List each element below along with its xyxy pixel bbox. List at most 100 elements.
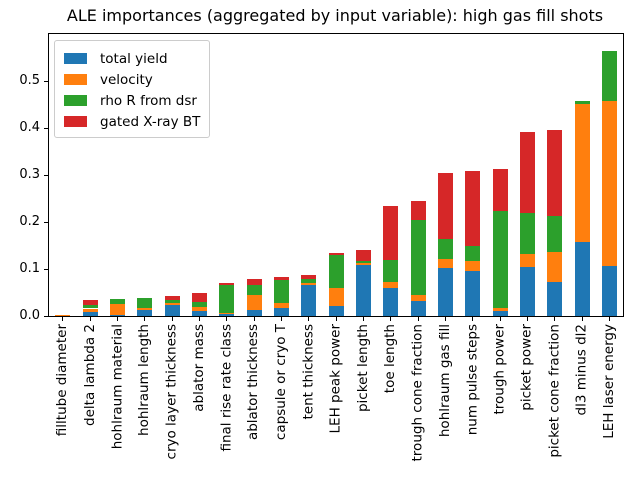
y-tick-mark: [44, 315, 48, 317]
bar-segment-rho-r-from-dsr: [164, 299, 180, 303]
bar-segment-total-yield: [82, 312, 98, 316]
bar-segment-gated-x-ray-bt: [383, 206, 399, 261]
bar-segment-total-yield: [137, 309, 153, 316]
x-tick-label: hohlraum material: [108, 324, 125, 450]
bar-segment-velocity: [574, 103, 590, 243]
bar-segment-total-yield: [246, 310, 262, 316]
bar-segment-velocity: [246, 295, 262, 311]
bar-segment-total-yield: [301, 284, 317, 316]
chart-title: ALE importances (aggregated by input var…: [66, 6, 604, 25]
x-tick-label: ablator thickness: [245, 324, 262, 441]
bar-segment-rho-r-from-dsr: [301, 279, 317, 283]
x-tick-mark: [362, 317, 364, 321]
bar-segment-rho-r-from-dsr: [273, 280, 289, 304]
bar-segment-total-yield: [219, 314, 235, 316]
legend-item: total yield: [64, 48, 200, 69]
bar-segment-total-yield: [191, 311, 207, 316]
bar-segment-gated-x-ray-bt: [410, 200, 426, 220]
bar-segment-velocity: [410, 295, 426, 301]
y-tick-label: 0.3: [19, 167, 40, 182]
bar-segment-total-yield: [164, 305, 180, 316]
bar-segment-velocity: [437, 258, 453, 268]
legend-label: velocity: [100, 71, 153, 88]
legend-item: velocity: [64, 69, 200, 90]
bar-segment-velocity: [191, 307, 207, 312]
bar-segment-rho-r-from-dsr: [328, 255, 344, 288]
x-tick-mark: [89, 317, 91, 321]
bar-segment-velocity: [519, 253, 535, 268]
y-tick-label: 0.4: [19, 120, 40, 135]
x-tick-mark: [171, 317, 173, 321]
legend-label: gated X-ray BT: [100, 113, 201, 130]
legend-swatch-total-yield: [64, 53, 87, 64]
x-tick-mark: [198, 317, 200, 321]
x-tick-label: toe length: [382, 324, 399, 394]
bar-segment-gated-x-ray-bt: [191, 292, 207, 303]
x-tick-mark: [335, 317, 337, 321]
x-tick-label: trough cone fraction: [409, 324, 426, 462]
legend-label: total yield: [100, 50, 168, 67]
x-tick-mark: [581, 317, 583, 321]
bar-segment-rho-r-from-dsr: [437, 238, 453, 259]
bar-segment-total-yield: [601, 265, 617, 316]
bar-segment-gated-x-ray-bt: [246, 279, 262, 286]
bar-segment-total-yield: [383, 287, 399, 316]
x-tick-label: dl3 minus dl2: [573, 324, 590, 416]
bar-segment-rho-r-from-dsr: [246, 285, 262, 296]
y-tick-mark: [44, 268, 48, 270]
bar-segment-rho-r-from-dsr: [355, 260, 371, 264]
y-tick-mark: [44, 174, 48, 176]
x-tick-mark: [499, 317, 501, 321]
y-tick-mark: [44, 80, 48, 82]
bar-segment-total-yield: [410, 300, 426, 316]
bar-segment-total-yield: [519, 267, 535, 316]
y-tick-label: 0.2: [19, 214, 40, 229]
legend: total yield velocity rho R from dsr gated X…: [54, 40, 211, 138]
bar-segment-velocity: [273, 303, 289, 309]
bar-segment-velocity: [55, 314, 71, 316]
bar-segment-velocity: [383, 281, 399, 288]
bar-segment-rho-r-from-dsr: [383, 260, 399, 282]
x-tick-mark: [608, 317, 610, 321]
bar-segment-rho-r-from-dsr: [465, 246, 481, 262]
bar-segment-velocity: [601, 100, 617, 266]
bar-segment-gated-x-ray-bt: [465, 170, 481, 247]
bar-segment-velocity: [219, 313, 235, 315]
bar-segment-gated-x-ray-bt: [355, 250, 371, 261]
bar-segment-gated-x-ray-bt: [328, 252, 344, 256]
legend-swatch-gated-x-ray-bt: [64, 116, 87, 127]
x-tick-label: filltube diameter: [54, 324, 71, 437]
x-tick-label: hohlraum length: [136, 324, 153, 436]
x-tick-label: picket power: [518, 324, 535, 411]
legend-label: rho R from dsr: [100, 92, 197, 109]
bar-segment-total-yield: [547, 281, 563, 316]
bar-segment-total-yield: [574, 242, 590, 316]
y-tick-mark: [44, 127, 48, 129]
y-tick-label: 0.0: [19, 308, 40, 323]
bar-segment-rho-r-from-dsr: [601, 50, 617, 101]
x-tick-label: cryo layer thickness: [163, 324, 180, 460]
x-tick-mark: [116, 317, 118, 321]
bar-segment-rho-r-from-dsr: [82, 305, 98, 309]
x-tick-mark: [390, 317, 392, 321]
x-tick-mark: [144, 317, 146, 321]
x-tick-mark: [226, 317, 228, 321]
legend-item: gated X-ray BT: [64, 111, 200, 132]
bar-segment-velocity: [82, 308, 98, 313]
x-tick-mark: [472, 317, 474, 321]
x-tick-mark: [526, 317, 528, 321]
x-tick-mark: [280, 317, 282, 321]
x-tick-mark: [62, 317, 64, 321]
x-tick-mark: [417, 317, 419, 321]
bar-segment-rho-r-from-dsr: [137, 297, 153, 309]
x-tick-label: picket cone fraction: [546, 324, 563, 458]
bar-segment-gated-x-ray-bt: [301, 274, 317, 280]
bar-segment-rho-r-from-dsr: [109, 299, 125, 304]
bar-segment-gated-x-ray-bt: [219, 282, 235, 285]
bar-segment-rho-r-from-dsr: [410, 219, 426, 296]
bar-segment-rho-r-from-dsr: [574, 100, 590, 104]
bar-segment-rho-r-from-dsr: [519, 212, 535, 254]
bar-segment-velocity: [547, 252, 563, 282]
y-tick-label: 0.5: [19, 73, 40, 88]
bar-segment-total-yield: [109, 314, 125, 316]
